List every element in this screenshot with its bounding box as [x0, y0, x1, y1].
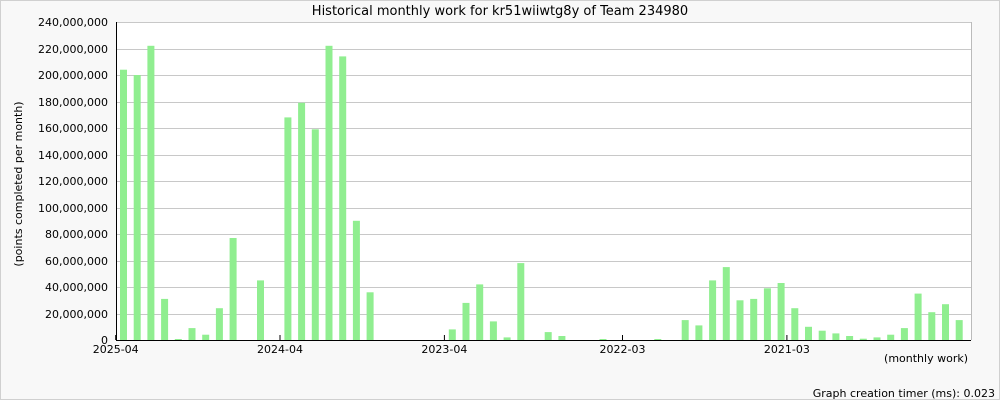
bar — [366, 292, 374, 340]
x-tick-label: 2024-04 — [257, 343, 303, 356]
bar — [750, 298, 758, 340]
bar — [654, 339, 662, 340]
bar — [325, 45, 333, 341]
bar — [832, 333, 840, 340]
y-tick-label: 60,000,000 — [45, 255, 108, 268]
bar — [558, 336, 566, 340]
bar — [846, 336, 854, 340]
bar — [709, 280, 717, 340]
bar — [188, 328, 196, 340]
bar — [763, 288, 771, 340]
bar — [777, 283, 785, 340]
bar — [791, 308, 799, 340]
bar — [284, 117, 292, 341]
bar — [805, 326, 812, 341]
x-tick-label: 2022-03 — [600, 343, 646, 356]
bar — [462, 302, 470, 340]
bar — [339, 56, 347, 341]
bar — [736, 300, 744, 341]
bar — [722, 267, 730, 340]
bar — [859, 338, 867, 340]
bar — [873, 337, 881, 340]
y-tick-label: 80,000,000 — [45, 228, 108, 241]
bars — [120, 45, 963, 341]
bar — [352, 220, 360, 341]
y-tick-label: 100,000,000 — [38, 202, 108, 215]
bar — [298, 102, 306, 340]
footer-timer: Graph creation timer (ms): 0.023 — [813, 387, 995, 400]
x-tick-label: 2025-04 — [93, 343, 139, 356]
x-tick-label: 2021-03 — [764, 343, 810, 356]
bar — [887, 334, 895, 340]
bar — [147, 45, 155, 341]
y-axis-label: (points completed per month) — [12, 101, 25, 266]
axes — [116, 22, 972, 341]
bar — [257, 280, 264, 340]
bar — [914, 293, 922, 340]
bar — [489, 321, 497, 340]
bar — [544, 332, 552, 340]
bar — [599, 339, 607, 340]
y-tick-label: 120,000,000 — [38, 175, 108, 188]
y-tick-label: 140,000,000 — [38, 149, 108, 162]
y-tick-label: 20,000,000 — [45, 308, 108, 321]
grid-lines — [116, 22, 971, 315]
bar — [215, 308, 223, 340]
x-tick-labels: 2025-04 2024-04 2023-04 2022-03 2021-03 — [93, 335, 810, 356]
y-tick-label: 220,000,000 — [38, 43, 108, 56]
bar — [120, 69, 127, 340]
bar — [174, 339, 182, 340]
y-tick-labels: 0 20,000,000 40,000,000 60,000,000 80,000,00… — [38, 16, 108, 347]
chart-title: Historical monthly work for kr51wiiwtg8y… — [312, 4, 688, 19]
bar — [928, 312, 936, 340]
bar — [942, 304, 949, 340]
y-tick-label: 160,000,000 — [38, 122, 108, 135]
bar — [503, 337, 511, 340]
bar — [133, 75, 141, 340]
y-tick-label: 200,000,000 — [38, 69, 108, 82]
bar — [311, 129, 319, 340]
bar — [202, 334, 210, 340]
bar — [517, 263, 525, 340]
y-tick-label: 180,000,000 — [38, 96, 108, 109]
bar — [955, 320, 963, 340]
bar — [695, 325, 703, 340]
y-tick-label: 0 — [101, 334, 108, 347]
bar — [818, 330, 826, 340]
x-tick-label: 2023-04 — [421, 343, 467, 356]
bar — [229, 238, 237, 340]
bar — [161, 298, 169, 340]
bar — [448, 329, 456, 340]
bar — [900, 328, 908, 340]
bar — [681, 320, 689, 340]
bar — [476, 284, 484, 340]
y-tick-label: 40,000,000 — [45, 281, 108, 294]
x-axis-label: (monthly work) — [884, 352, 968, 365]
y-tick-label: 240,000,000 — [38, 16, 108, 29]
